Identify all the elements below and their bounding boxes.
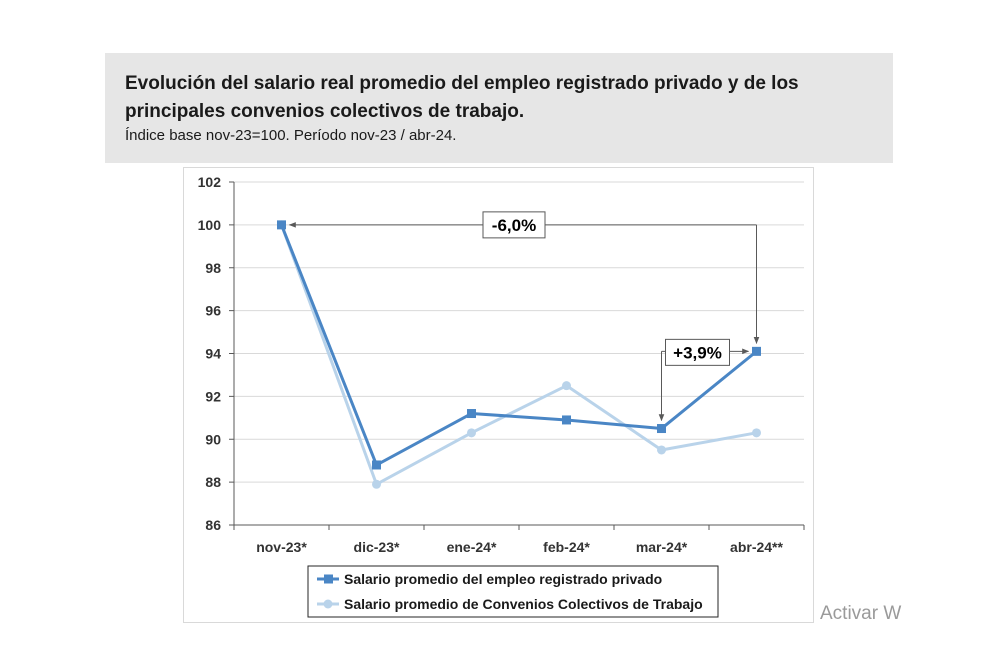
y-tick-label: 86 <box>205 517 221 533</box>
y-tick-label: 88 <box>205 474 221 490</box>
data-point <box>277 220 286 230</box>
x-tick-label: dic-23* <box>354 539 400 555</box>
y-tick-label: 102 <box>198 174 222 190</box>
data-point <box>562 415 571 425</box>
x-tick-label: feb-24* <box>543 539 590 555</box>
legend-box <box>307 565 719 618</box>
x-tick-label: mar-24* <box>636 539 688 555</box>
y-tick-label: 100 <box>198 217 222 233</box>
y-tick-label: 90 <box>205 431 221 447</box>
x-tick-label: ene-24* <box>447 539 497 555</box>
chart-title: Evolución del salario real promedio del … <box>125 73 799 122</box>
data-point <box>752 428 761 438</box>
x-tick-label: nov-23* <box>256 539 307 555</box>
chart-frame: 86 88 90 92 94 96 98 100 102 nov-23* dic-23* ene-24… <box>183 167 814 623</box>
data-point <box>752 346 761 356</box>
data-point <box>562 381 571 391</box>
activate-windows-watermark: Activar W <box>820 603 902 624</box>
annotation-label: +3,9% <box>673 343 722 362</box>
y-tick-label: 96 <box>205 303 221 319</box>
legend-label: Salario promedio de Convenios Colectivos… <box>344 596 703 612</box>
series-line <box>280 224 757 486</box>
data-point <box>467 428 476 438</box>
legend-label: Salario promedio del empleo registrado p… <box>344 571 662 587</box>
legend-marker <box>323 599 333 609</box>
series-line <box>280 224 758 467</box>
data-point <box>372 460 381 470</box>
annotation-label: -6,0% <box>492 216 536 235</box>
chart-subtitle: Índice base nov-23=100. Período nov-23 /… <box>125 127 457 144</box>
annotation-box <box>482 211 546 239</box>
legend-marker <box>324 574 333 584</box>
data-point <box>372 479 381 489</box>
data-point <box>467 409 476 419</box>
x-tick-label: abr-24** <box>730 539 783 555</box>
y-tick-label: 92 <box>205 388 221 404</box>
data-point <box>657 445 666 455</box>
annotation-box <box>665 338 730 366</box>
data-point <box>657 424 666 434</box>
y-tick-label: 98 <box>205 260 221 276</box>
chart-header: Evolución del salario real promedio del … <box>105 53 893 163</box>
line-chart: 86 88 90 92 94 96 98 100 102 nov-23* dic-23* ene-24… <box>198 174 805 618</box>
y-tick-label: 94 <box>205 346 221 362</box>
